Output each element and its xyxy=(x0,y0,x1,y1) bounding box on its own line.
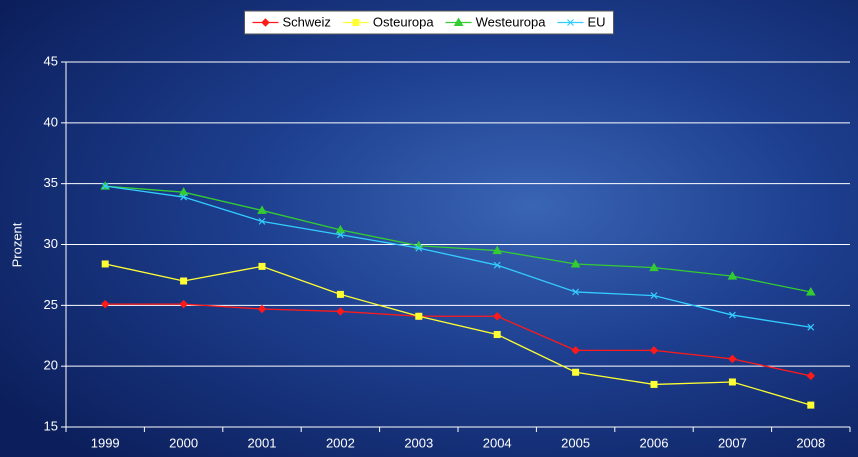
marker xyxy=(493,261,501,269)
marker xyxy=(572,288,580,296)
legend-marker xyxy=(261,18,270,27)
marker xyxy=(728,311,736,319)
x-tick-label: 2002 xyxy=(326,435,355,450)
marker xyxy=(805,286,816,296)
legend-label: Osteuropa xyxy=(373,14,434,29)
x-tick-label: 2006 xyxy=(640,435,669,450)
marker xyxy=(257,205,267,214)
legend-marker xyxy=(567,19,574,26)
y-tick-label: 25 xyxy=(44,297,58,312)
y-tick-label: 45 xyxy=(44,53,58,68)
marker xyxy=(178,187,189,196)
marker xyxy=(493,331,501,339)
legend-label: EU xyxy=(587,14,605,29)
marker xyxy=(728,378,736,386)
marker xyxy=(257,304,267,314)
line xyxy=(105,303,811,377)
marker xyxy=(806,371,816,381)
marker xyxy=(101,260,109,268)
x-tick-label: 2008 xyxy=(796,435,825,450)
legend-marker xyxy=(453,17,464,26)
y-tick-label: 35 xyxy=(44,175,58,190)
marker xyxy=(258,217,266,225)
x-tick-label: 2003 xyxy=(404,435,433,450)
x-tick-label: 1999 xyxy=(91,435,120,450)
legend-box xyxy=(243,10,615,35)
marker xyxy=(335,224,346,234)
legend-marker xyxy=(352,19,360,26)
marker xyxy=(180,193,188,201)
marker xyxy=(572,368,580,376)
marker xyxy=(570,258,581,268)
marker xyxy=(180,277,188,285)
marker xyxy=(100,299,110,309)
y-axis-label: Prozent xyxy=(9,222,24,267)
line xyxy=(105,185,811,328)
marker xyxy=(336,231,344,239)
marker xyxy=(179,299,188,309)
legend: Schweiz Osteuropa Westeuropa EU xyxy=(243,10,615,35)
y-tick-label: 20 xyxy=(44,358,58,373)
x-tick-label: 2007 xyxy=(718,435,747,450)
legend-label: Schweiz xyxy=(282,14,330,29)
legend-label: Westeuropa xyxy=(476,14,547,29)
x-tick-label: 2004 xyxy=(483,435,512,450)
marker xyxy=(649,262,659,272)
x-tick-label: 2000 xyxy=(169,435,198,450)
marker xyxy=(649,346,659,355)
y-tick-label: 15 xyxy=(44,418,58,433)
x-tick-label: 2005 xyxy=(561,435,590,450)
marker xyxy=(650,292,658,300)
marker xyxy=(415,312,423,320)
marker xyxy=(571,346,580,355)
y-tick-label: 30 xyxy=(44,236,58,251)
marker xyxy=(807,323,815,331)
marker xyxy=(101,182,109,190)
marker xyxy=(415,244,423,252)
marker xyxy=(728,354,737,364)
marker xyxy=(492,312,502,321)
y-tick-label: 40 xyxy=(44,114,58,129)
line xyxy=(105,263,811,406)
x-tick-label: 2001 xyxy=(248,435,277,450)
line xyxy=(105,185,811,293)
marker xyxy=(807,401,815,409)
marker xyxy=(492,245,503,255)
marker xyxy=(336,307,345,316)
marker xyxy=(336,290,344,298)
marker xyxy=(727,271,738,280)
marker xyxy=(650,380,658,388)
marker xyxy=(258,262,266,270)
